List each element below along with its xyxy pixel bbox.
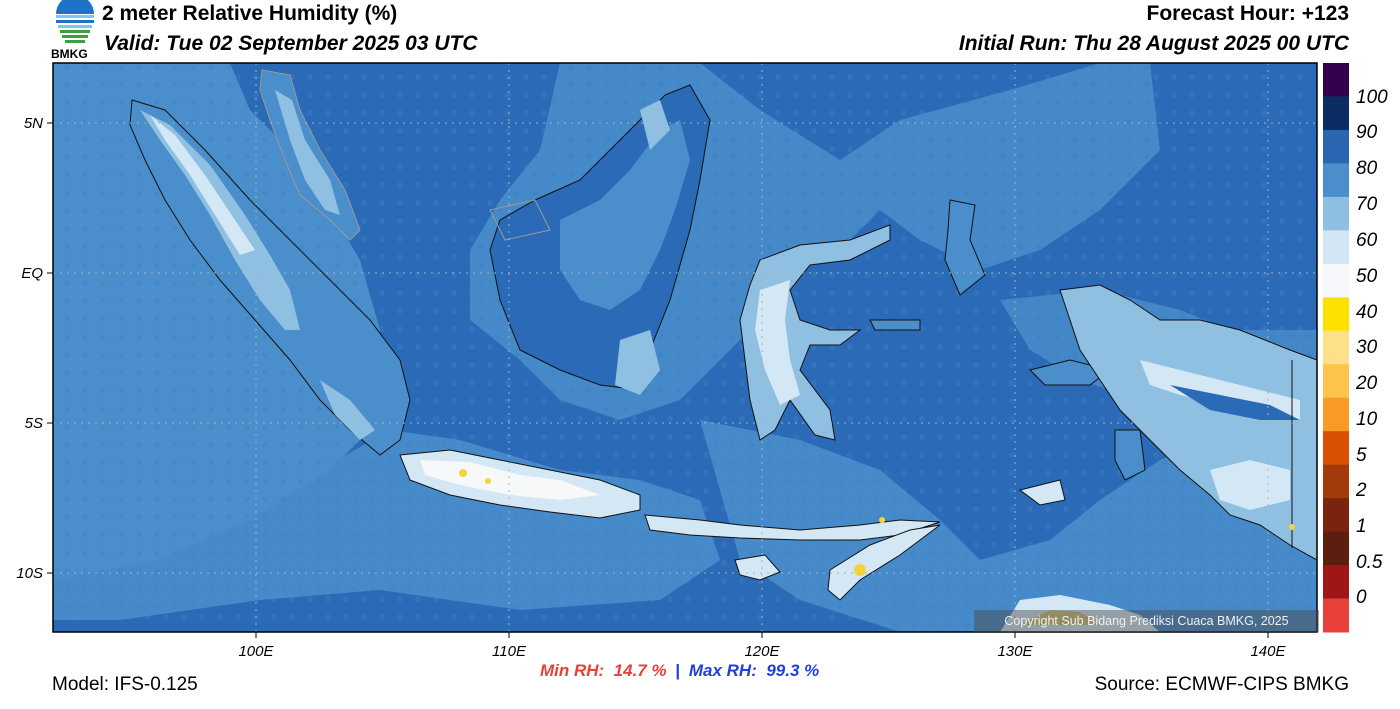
lon-label-140e: 140E <box>1250 643 1286 660</box>
colorbar-label-80: 80 <box>1356 158 1378 179</box>
colorbar-label-50: 50 <box>1356 266 1378 287</box>
lon-label-100e: 100E <box>238 643 274 660</box>
copyright-note: Copyright Sub Bidang Prediksi Cuaca BMKG… <box>974 610 1319 632</box>
colorbar-swatch <box>1323 531 1349 566</box>
bmkg-logo <box>56 0 94 43</box>
malay-peninsula <box>259 69 361 241</box>
lon-label-130e: 130E <box>997 643 1033 660</box>
min-rh-value: 14.7 % <box>613 661 667 680</box>
colorbar-swatch <box>1323 565 1349 600</box>
model-label: Model: IFS-0.125 <box>52 674 198 695</box>
colorbar-label-70: 70 <box>1356 194 1378 215</box>
colorbar-label-100: 100 <box>1356 87 1388 108</box>
maluku-islands <box>869 199 1146 481</box>
colorbar-label-10: 10 <box>1356 409 1378 430</box>
colorbar-swatch <box>1323 464 1349 499</box>
colorbar-swatch <box>1323 330 1349 365</box>
colorbar-label-0-5: 0.5 <box>1356 552 1383 573</box>
lon-label-120e: 120E <box>744 643 780 660</box>
colorbar-label-20: 20 <box>1356 373 1378 394</box>
colorbar-swatch <box>1323 163 1349 198</box>
stats-separator: | <box>675 661 681 680</box>
tick-marks <box>47 122 1269 638</box>
java <box>399 449 641 519</box>
sumatra <box>129 99 411 456</box>
colorbar-label-5: 5 <box>1356 445 1367 466</box>
australia-north <box>1000 595 1160 632</box>
colorbar-label-30: 30 <box>1356 337 1378 358</box>
colorbar-label-0: 0 <box>1356 587 1367 608</box>
colorbar-swatch <box>1323 196 1349 231</box>
forecast-hour: Forecast Hour: +123 <box>1146 2 1350 25</box>
colorbar-label-40: 40 <box>1356 302 1378 323</box>
grid-lines <box>53 63 1317 632</box>
max-rh-value: 99.3 % <box>766 661 820 680</box>
map-frame <box>52 62 1318 633</box>
colorbar-swatch <box>1323 598 1349 633</box>
colorbar-label-90: 90 <box>1356 122 1378 143</box>
colorbar-label-60: 60 <box>1356 230 1378 251</box>
lat-label-10s: 10S <box>16 565 43 582</box>
colorbar <box>1323 63 1349 633</box>
colorbar-swatch <box>1323 96 1349 131</box>
lon-label-110e: 110E <box>492 643 527 660</box>
colorbar-swatch <box>1323 364 1349 399</box>
colorbar-label-1: 1 <box>1356 516 1367 537</box>
valid-time: Valid: Tue 02 September 2025 03 UTC <box>104 32 478 55</box>
max-rh-label: Max RH: <box>688 661 757 680</box>
lat-label-5s: 5S <box>25 415 43 432</box>
initial-run: Initial Run: Thu 28 August 2025 00 UTC <box>958 32 1349 55</box>
lesser-sunda <box>644 479 1066 601</box>
lat-label-eq: EQ <box>21 265 43 282</box>
source-label: Source: ECMWF-CIPS BMKG <box>1094 674 1349 695</box>
borneo <box>489 84 711 395</box>
colorbar-swatch <box>1323 263 1349 298</box>
colorbar-swatch <box>1323 498 1349 533</box>
chart-title: 2 meter Relative Humidity (%) <box>102 2 398 25</box>
colorbar-swatch <box>1323 431 1349 466</box>
logo-text: BMKG <box>51 47 88 61</box>
colorbar-swatch <box>1323 297 1349 332</box>
colorbar-swatch <box>1323 397 1349 432</box>
lat-label-5n: 5N <box>24 115 43 132</box>
colorbar-swatch <box>1323 129 1349 164</box>
min-rh-label: Min RH: <box>540 661 605 680</box>
colorbar-swatch <box>1323 63 1349 97</box>
colorbar-label-2: 2 <box>1356 480 1367 501</box>
rh-stats: Min RH: 14.7 % | Max RH: 99.3 % <box>540 661 819 681</box>
sulawesi <box>739 224 891 441</box>
colorbar-swatch <box>1323 230 1349 265</box>
